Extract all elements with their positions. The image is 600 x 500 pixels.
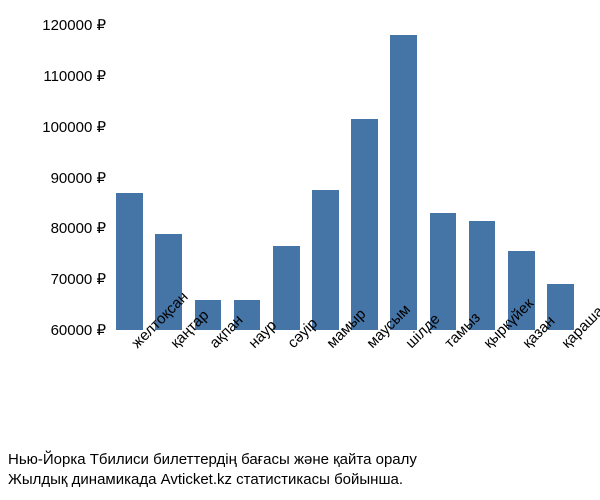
x-tick-label: сәуір bbox=[285, 334, 303, 352]
bar bbox=[273, 246, 300, 330]
bar bbox=[390, 35, 417, 330]
y-tick-label: 110000 ₽ bbox=[43, 67, 106, 85]
x-axis: желтоқсан қаңтар ақпан наур сәуір мамыр маусым… bbox=[110, 334, 580, 434]
y-tick-label: 60000 ₽ bbox=[51, 321, 106, 339]
chart-caption: Нью-Йорка Тбилиси билеттердің бағасы жән… bbox=[8, 450, 592, 491]
bar bbox=[116, 193, 143, 330]
bar bbox=[312, 190, 339, 330]
x-tick-label: қаңтар bbox=[167, 334, 185, 352]
x-tick-label: ақпан bbox=[206, 334, 224, 352]
y-axis: 60000 ₽70000 ₽80000 ₽90000 ₽100000 ₽1100… bbox=[20, 10, 110, 330]
y-tick-label: 120000 ₽ bbox=[42, 16, 106, 34]
caption-line-2: Жылдық динамикада Avticket.kz статистика… bbox=[8, 471, 403, 488]
x-tick-label: қыркүйек bbox=[480, 334, 498, 352]
x-tick-label: шілде bbox=[402, 334, 420, 352]
y-tick-label: 100000 ₽ bbox=[42, 118, 106, 136]
plot-area bbox=[110, 10, 580, 330]
y-tick-label: 70000 ₽ bbox=[51, 270, 106, 288]
x-tick-label: желтоқсан bbox=[128, 334, 146, 352]
bar bbox=[351, 119, 378, 330]
x-tick-label: тамыз bbox=[441, 334, 459, 352]
x-tick-label: наур bbox=[245, 334, 263, 352]
y-tick-label: 90000 ₽ bbox=[51, 169, 106, 187]
x-tick-label: қараша bbox=[559, 334, 577, 352]
x-tick-label: мамыр bbox=[324, 334, 342, 352]
caption-line-1: Нью-Йорка Тбилиси билеттердің бағасы жән… bbox=[8, 451, 417, 468]
y-tick-label: 80000 ₽ bbox=[51, 219, 106, 237]
x-tick-label: маусым bbox=[363, 334, 381, 352]
price-chart: 60000 ₽ 70000 ₽ 80000 ₽ 90000 ₽ 100000 ₽ 1100… bbox=[20, 10, 580, 430]
x-tick-label: қазан bbox=[520, 334, 538, 352]
